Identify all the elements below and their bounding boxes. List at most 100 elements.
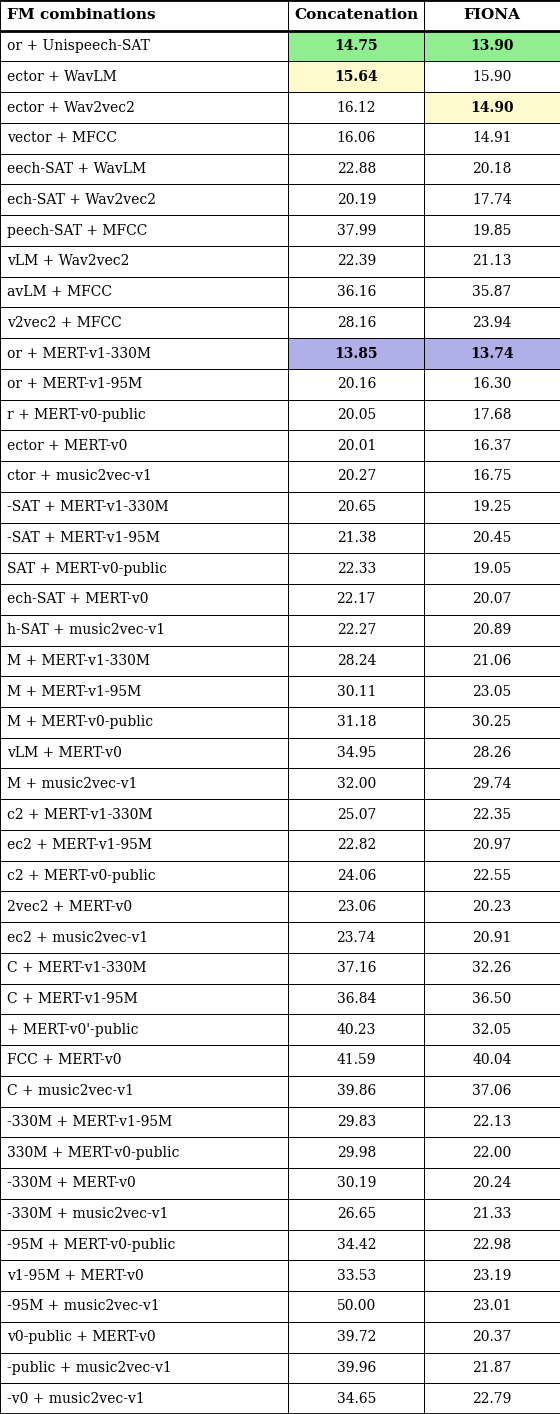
Bar [0, 1107, 288, 1137]
Bar [424, 984, 560, 1014]
Bar [0, 246, 288, 277]
Bar [0, 1045, 288, 1076]
Text: Concatenation: Concatenation [294, 8, 418, 23]
Bar [424, 31, 560, 61]
Bar [424, 1353, 560, 1383]
Text: 22.00: 22.00 [473, 1145, 512, 1159]
Bar [288, 461, 424, 492]
Text: ech-SAT + MERT-v0: ech-SAT + MERT-v0 [7, 592, 148, 607]
Text: 21.33: 21.33 [473, 1208, 512, 1222]
Text: 37.99: 37.99 [337, 223, 376, 238]
Bar [288, 31, 424, 61]
Text: 17.68: 17.68 [472, 409, 512, 421]
Bar [424, 61, 560, 92]
Bar [288, 676, 424, 707]
Text: 29.83: 29.83 [337, 1116, 376, 1128]
Bar [0, 738, 288, 768]
Text: 22.13: 22.13 [473, 1116, 512, 1128]
Bar [288, 1107, 424, 1137]
Text: 22.39: 22.39 [337, 255, 376, 269]
Text: vLM + Wav2vec2: vLM + Wav2vec2 [7, 255, 129, 269]
Bar [288, 1230, 424, 1260]
Text: 16.37: 16.37 [472, 438, 512, 452]
Text: 20.91: 20.91 [473, 930, 512, 945]
Text: -public + music2vec-v1: -public + music2vec-v1 [7, 1360, 171, 1374]
Bar [288, 861, 424, 891]
Text: 14.90: 14.90 [470, 100, 514, 115]
Text: -330M + MERT-v1-95M: -330M + MERT-v1-95M [7, 1116, 172, 1128]
Bar [424, 1076, 560, 1107]
Bar [0, 1383, 288, 1414]
Bar [424, 1168, 560, 1199]
Text: h-SAT + music2vec-v1: h-SAT + music2vec-v1 [7, 624, 165, 638]
Bar [0, 861, 288, 891]
Text: 30.19: 30.19 [337, 1176, 376, 1191]
Text: -SAT + MERT-v1-330M: -SAT + MERT-v1-330M [7, 501, 169, 515]
Bar [0, 707, 288, 738]
Text: 22.98: 22.98 [473, 1237, 512, 1251]
Text: 32.26: 32.26 [473, 962, 512, 976]
Bar [424, 184, 560, 215]
Bar [0, 953, 288, 984]
Text: 28.24: 28.24 [337, 653, 376, 667]
Bar [0, 615, 288, 646]
Bar [288, 1383, 424, 1414]
Bar [0, 1260, 288, 1291]
Bar [288, 277, 424, 307]
Bar [424, 861, 560, 891]
Bar [0, 1168, 288, 1199]
Text: + MERT-v0'-public: + MERT-v0'-public [7, 1022, 138, 1036]
Text: M + MERT-v0-public: M + MERT-v0-public [7, 715, 153, 730]
Bar [424, 246, 560, 277]
Bar [424, 307, 560, 338]
Text: or + Unispeech-SAT: or + Unispeech-SAT [7, 40, 150, 54]
Bar [288, 738, 424, 768]
Text: 22.88: 22.88 [337, 163, 376, 177]
Text: ctor + music2vec-v1: ctor + music2vec-v1 [7, 469, 152, 484]
Bar [0, 1014, 288, 1045]
Text: 23.94: 23.94 [473, 315, 512, 329]
Text: 23.74: 23.74 [337, 930, 376, 945]
Text: 20.01: 20.01 [337, 438, 376, 452]
Text: 26.65: 26.65 [337, 1208, 376, 1222]
Text: c2 + MERT-v1-330M: c2 + MERT-v1-330M [7, 807, 152, 822]
Bar [0, 215, 288, 246]
Text: -95M + MERT-v0-public: -95M + MERT-v0-public [7, 1237, 175, 1251]
Bar [288, 123, 424, 154]
Text: SAT + MERT-v0-public: SAT + MERT-v0-public [7, 561, 167, 575]
Text: 21.38: 21.38 [337, 530, 376, 544]
Bar [288, 953, 424, 984]
Text: FCC + MERT-v0: FCC + MERT-v0 [7, 1053, 121, 1068]
Bar [0, 92, 288, 123]
Bar [424, 92, 560, 123]
Bar [424, 1014, 560, 1045]
Bar [424, 492, 560, 523]
Text: 23.05: 23.05 [473, 684, 512, 699]
Text: 30.25: 30.25 [473, 715, 512, 730]
Bar [0, 400, 288, 430]
Text: 16.12: 16.12 [337, 100, 376, 115]
Text: M + MERT-v1-95M: M + MERT-v1-95M [7, 684, 141, 699]
Text: c2 + MERT-v0-public: c2 + MERT-v0-public [7, 870, 155, 884]
Bar [0, 1199, 288, 1230]
Bar [424, 338, 560, 369]
Text: 37.06: 37.06 [473, 1085, 512, 1099]
Bar [0, 984, 288, 1014]
Text: 330M + MERT-v0-public: 330M + MERT-v0-public [7, 1145, 179, 1159]
Bar [424, 799, 560, 830]
Bar [424, 891, 560, 922]
Text: 34.42: 34.42 [337, 1237, 376, 1251]
Text: 20.23: 20.23 [473, 899, 512, 913]
Bar [424, 953, 560, 984]
Bar [288, 184, 424, 215]
Bar [424, 922, 560, 953]
Bar [424, 1291, 560, 1322]
Bar [0, 0, 288, 31]
Bar [0, 307, 288, 338]
Bar [288, 1291, 424, 1322]
Bar [424, 738, 560, 768]
Text: 22.33: 22.33 [337, 561, 376, 575]
Bar [0, 799, 288, 830]
Bar [0, 1137, 288, 1168]
Text: 40.23: 40.23 [337, 1022, 376, 1036]
